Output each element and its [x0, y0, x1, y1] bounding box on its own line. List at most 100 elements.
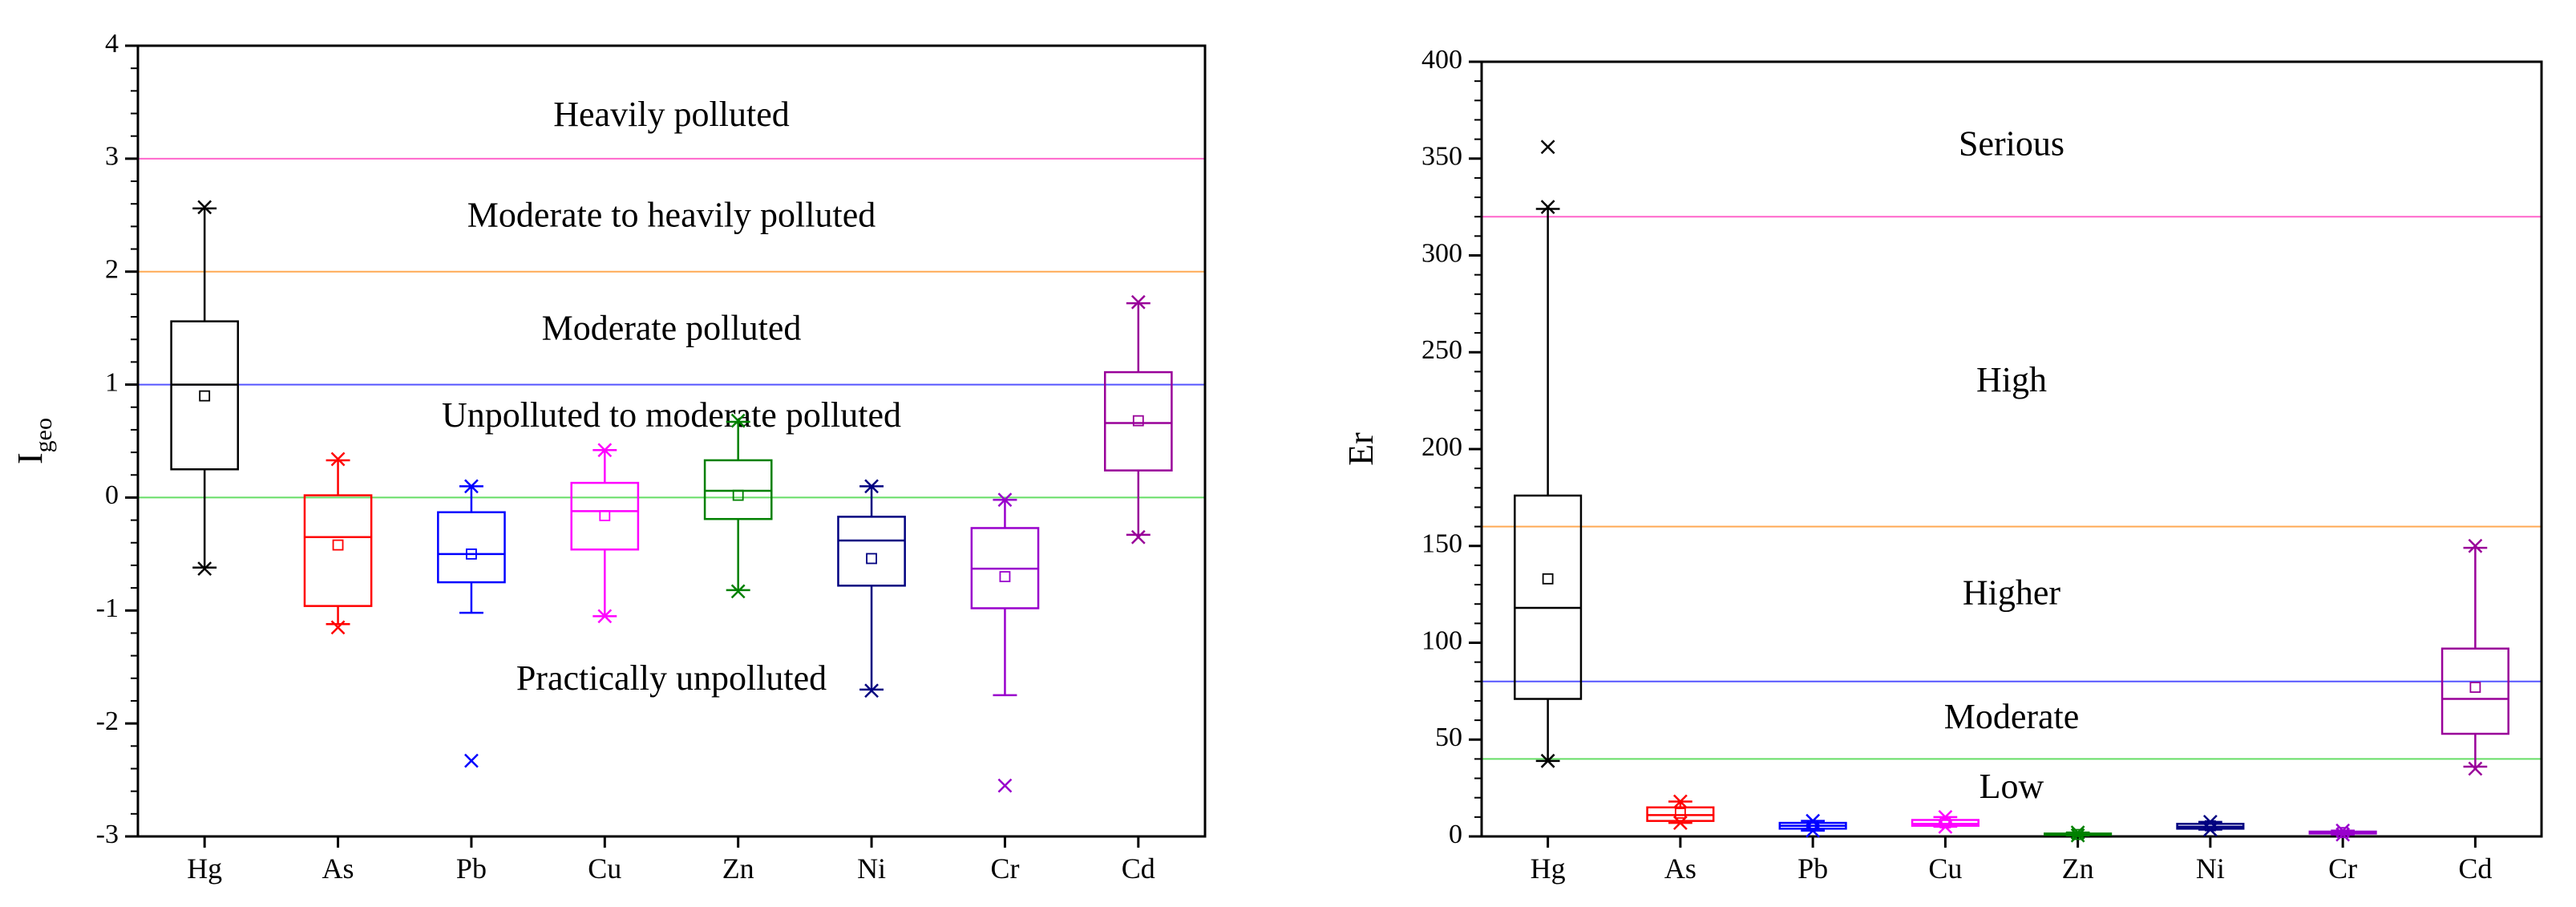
x-tick-label-zn: Zn: [2062, 852, 2094, 885]
mean-marker-hg: [1542, 573, 1554, 585]
outlier-marker-hg-0: [1540, 140, 1555, 155]
box-pb: [1778, 813, 1847, 838]
y-tick-label-5: 250: [1421, 335, 1462, 365]
er-chart: Serious High Higher Moderate Low 0 50 100 150 200…: [1341, 45, 2543, 885]
x-tick-label-zn: Zn: [722, 852, 754, 885]
zone-label-3: Unpolluted to moderate polluted: [442, 395, 901, 435]
mean-marker-zn: [732, 489, 744, 501]
extreme-marker-zn-1: [730, 413, 746, 428]
mean-marker-cr: [999, 571, 1011, 582]
y-axis-title-sub: geo: [30, 418, 57, 452]
mean-marker-ni: [866, 553, 877, 565]
zone-label-4: Practically unpolluted: [516, 658, 827, 698]
y-tick-label-6: 300: [1421, 238, 1462, 268]
mean-marker-hg: [199, 390, 211, 402]
box-cd: [2441, 538, 2509, 776]
x-tick-label-hg: Hg: [1531, 852, 1566, 885]
zone-label-4: Low: [1980, 767, 2044, 806]
extreme-marker-cr-1: [2335, 823, 2351, 838]
box-cr: [2308, 823, 2377, 842]
zone-label-2: Higher: [1963, 573, 2061, 613]
box-zn: [2044, 825, 2113, 843]
extreme-marker-cd-1: [2468, 538, 2483, 553]
extreme-marker-cu-0: [597, 609, 613, 624]
y-axis-title: Er: [1341, 432, 1381, 466]
y-tick-label-6: 3: [105, 142, 119, 172]
x-tick-label-cd: Cd: [2458, 852, 2492, 885]
zone-label-3: Moderate: [1944, 697, 2080, 736]
extreme-marker-hg-1: [197, 200, 212, 215]
y-tick-label-0: -3: [96, 820, 119, 849]
box-hg: [1514, 140, 1583, 768]
iqr-box-pb: [437, 511, 506, 584]
x-tick-label-ni: Ni: [857, 852, 886, 885]
y-tick-label-3: 150: [1421, 529, 1462, 559]
extreme-marker-pb-0: [464, 479, 479, 494]
y-tick-label-3: 0: [105, 480, 119, 510]
extreme-marker-as-1: [330, 451, 346, 467]
iqr-box-zn: [703, 459, 773, 520]
extreme-marker-cd-0: [2468, 761, 2483, 776]
x-tick-label-cd: Cd: [1122, 852, 1155, 885]
y-tick-label-2: -1: [96, 593, 119, 623]
y-tick-label-1: 50: [1435, 723, 1462, 752]
extreme-marker-cu-1: [597, 443, 613, 458]
plot-frame: [136, 44, 1207, 838]
extreme-marker-hg-0: [1540, 753, 1555, 768]
box-hg: [170, 200, 240, 577]
y-tick-label-4: 1: [105, 367, 119, 397]
mean-marker-cu: [599, 510, 611, 521]
x-tick-label-cr: Cr: [2328, 852, 2357, 885]
extreme-marker-as-0: [330, 620, 346, 635]
x-tick-label-ni: Ni: [2196, 852, 2225, 885]
box-as: [303, 451, 373, 635]
box-ni: [2176, 815, 2245, 837]
box-zn: [703, 413, 773, 599]
iqr-box-ni: [837, 516, 906, 587]
x-tick-label-cu: Cu: [588, 852, 621, 885]
outlier-marker-cr-0: [997, 778, 1013, 793]
zone-label-0: Heavily polluted: [553, 95, 790, 134]
extreme-marker-cu-1: [1938, 809, 1953, 824]
extreme-marker-ni-1: [864, 479, 879, 494]
x-tick-label-pb: Pb: [1798, 852, 1828, 885]
extreme-marker-hg-0: [197, 561, 212, 577]
mean-marker-as: [1674, 808, 1686, 819]
mean-marker-cd: [1132, 415, 1144, 427]
y-tick-label-7: 350: [1421, 142, 1462, 172]
extreme-marker-ni-0: [864, 683, 879, 698]
extreme-marker-pb-1: [1806, 813, 1821, 828]
y-axis-title-main: I: [10, 452, 50, 464]
x-tick-label-cr: Cr: [990, 852, 1019, 885]
y-tick-label-0: 0: [1449, 820, 1462, 849]
mean-marker-pb: [466, 548, 477, 560]
y-tick-label-4: 200: [1421, 432, 1462, 462]
extreme-marker-as-0: [1672, 816, 1688, 830]
x-tick-label-pb: Pb: [456, 852, 487, 885]
y-axis-title: Igeo: [10, 418, 57, 464]
box-cd: [1103, 294, 1173, 545]
y-tick-label-1: -2: [96, 707, 119, 736]
x-tick-label-as: As: [1664, 852, 1696, 885]
y-tick-label-5: 2: [105, 255, 119, 285]
y-tick-label-7: 4: [105, 29, 119, 59]
box-ni: [837, 479, 906, 698]
mean-marker-cr: [2337, 827, 2349, 839]
zone-label-2: Moderate polluted: [542, 308, 802, 347]
iqr-box-cu: [570, 481, 640, 551]
extreme-marker-cr-0: [2335, 827, 2351, 842]
extreme-marker-zn-1: [2070, 825, 2085, 840]
iqr-box-hg: [1514, 494, 1583, 700]
box-cu: [570, 443, 640, 624]
extreme-marker-ni-1: [2202, 815, 2218, 829]
y-tick-label-8: 400: [1421, 45, 1462, 75]
zone-label-1: Moderate to heavily polluted: [467, 196, 876, 235]
mean-marker-zn: [2072, 828, 2084, 840]
iqr-box-cd: [1103, 370, 1173, 472]
box-cu: [1911, 809, 1980, 834]
mean-marker-cd: [2469, 682, 2481, 693]
iqr-box-as: [303, 494, 373, 607]
box-pb: [437, 479, 506, 768]
y-tick-label-2: 100: [1421, 626, 1462, 655]
